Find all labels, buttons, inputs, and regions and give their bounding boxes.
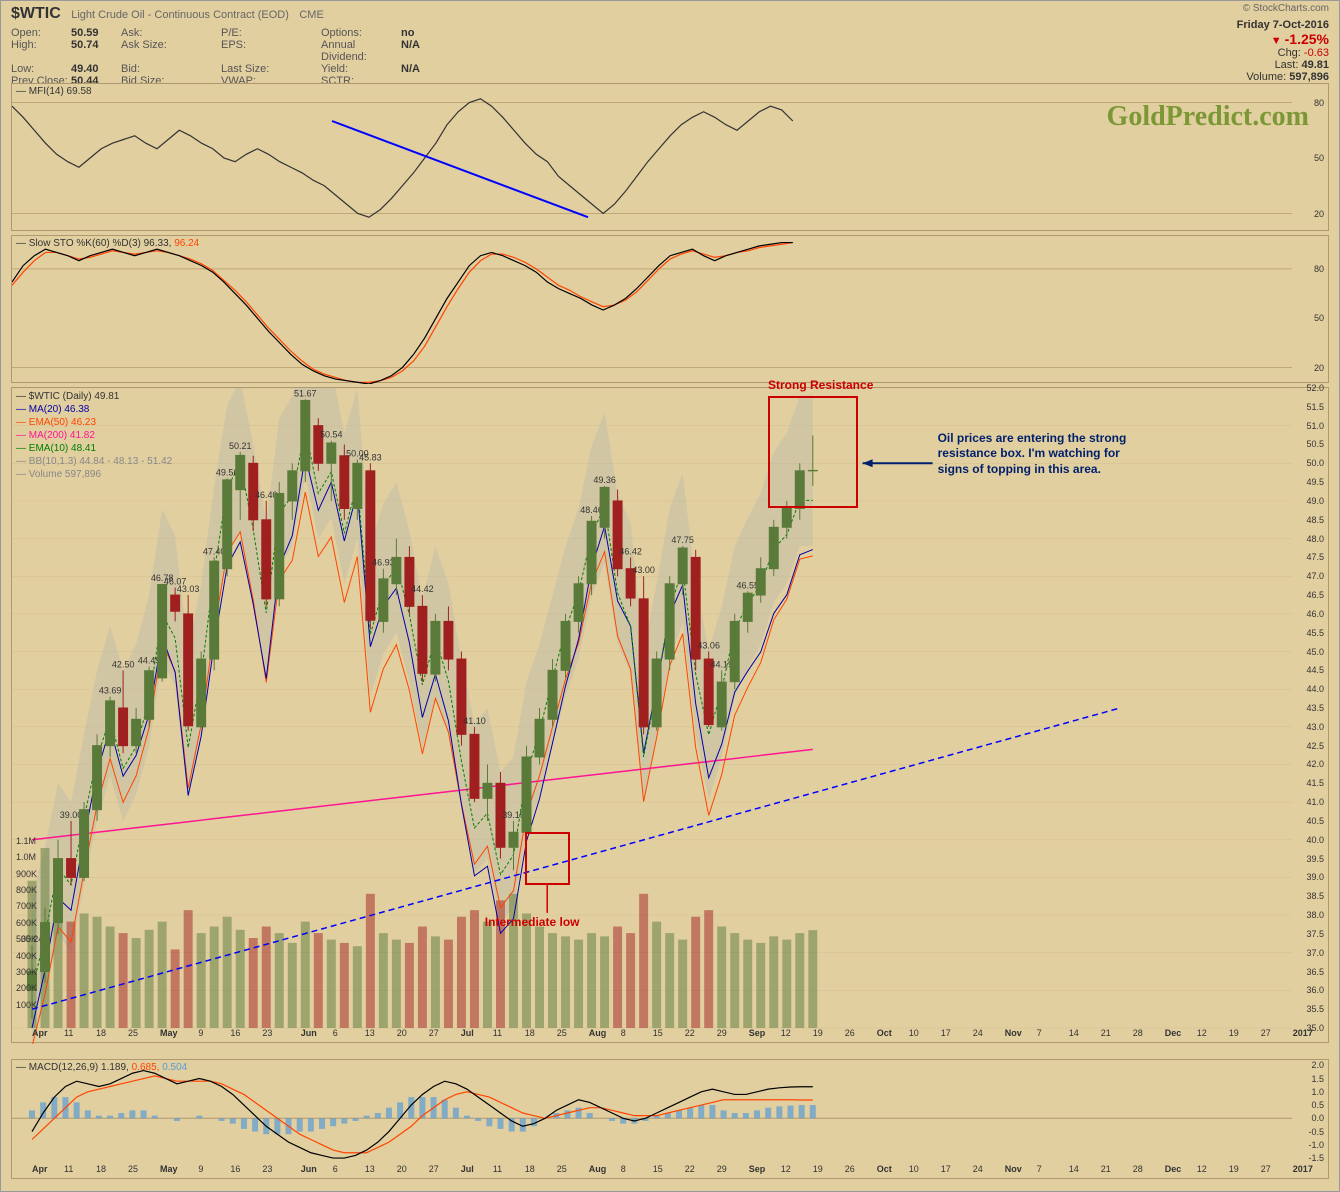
chart-header: $WTIC Light Crude Oil - Continuous Contr… [1, 1, 1339, 83]
watermark: GoldPredict.com [1107, 101, 1309, 133]
svg-text:49.56: 49.56 [216, 467, 239, 477]
svg-text:47.75: 47.75 [671, 535, 694, 545]
svg-text:43.06: 43.06 [697, 641, 720, 651]
quote-grid: Open:50.59 Ask: P/E: Options:no High:50.… [11, 27, 1329, 87]
svg-text:43.00: 43.00 [632, 565, 655, 575]
chg-value: -0.63 [1304, 47, 1329, 59]
svg-text:51.67: 51.67 [294, 388, 317, 398]
pct-change: -1.25% [1285, 31, 1329, 47]
ticker-symbol: $WTIC [11, 5, 61, 22]
sto-panel: — Slow STO %K(60) %D(3) 96.33, 96.242050… [11, 235, 1329, 383]
svg-text:44.49: 44.49 [138, 656, 161, 666]
svg-text:43.69: 43.69 [99, 686, 122, 696]
svg-text:47.40: 47.40 [203, 546, 226, 556]
svg-text:48.46: 48.46 [580, 505, 603, 515]
svg-text:42.50: 42.50 [112, 659, 135, 669]
date-info: Friday 7-Oct-2016 ▼ -1.25% Chg: -0.63 La… [1237, 19, 1329, 83]
svg-text:39.19: 39.19 [502, 810, 525, 820]
chart-date: Friday 7-Oct-2016 [1237, 19, 1329, 31]
svg-text:46.93: 46.93 [372, 558, 395, 568]
svg-text:39.00: 39.00 [60, 810, 83, 820]
macd-panel: — MACD(12,26,9) 1.189, 0.685, 0.504-1.5-… [11, 1059, 1329, 1179]
svg-text:44.19: 44.19 [710, 659, 733, 669]
svg-text:49.36: 49.36 [593, 475, 616, 485]
svg-text:50.54: 50.54 [320, 430, 343, 440]
volume-value: 597,896 [1289, 71, 1329, 83]
svg-text:46.40: 46.40 [255, 490, 278, 500]
attribution: © StockCharts.com [1243, 3, 1329, 14]
price-panel: 35.2439.0043.6942.5044.4946.7846.0743.03… [11, 387, 1329, 1043]
ticker-exchange: CME [299, 9, 323, 21]
stock-chart-container: $WTIC Light Crude Oil - Continuous Contr… [0, 0, 1340, 1192]
svg-text:43.03: 43.03 [177, 584, 200, 594]
svg-text:44.42: 44.42 [411, 584, 434, 594]
ticker-description: Light Crude Oil - Continuous Contract (E… [71, 9, 289, 21]
svg-text:50.21: 50.21 [229, 441, 252, 451]
svg-text:45.83: 45.83 [359, 452, 382, 462]
svg-text:46.55: 46.55 [736, 580, 759, 590]
last-value: 49.81 [1301, 59, 1329, 71]
svg-text:41.10: 41.10 [463, 716, 486, 726]
svg-text:46.42: 46.42 [619, 546, 642, 556]
down-icon: ▼ [1271, 35, 1282, 47]
